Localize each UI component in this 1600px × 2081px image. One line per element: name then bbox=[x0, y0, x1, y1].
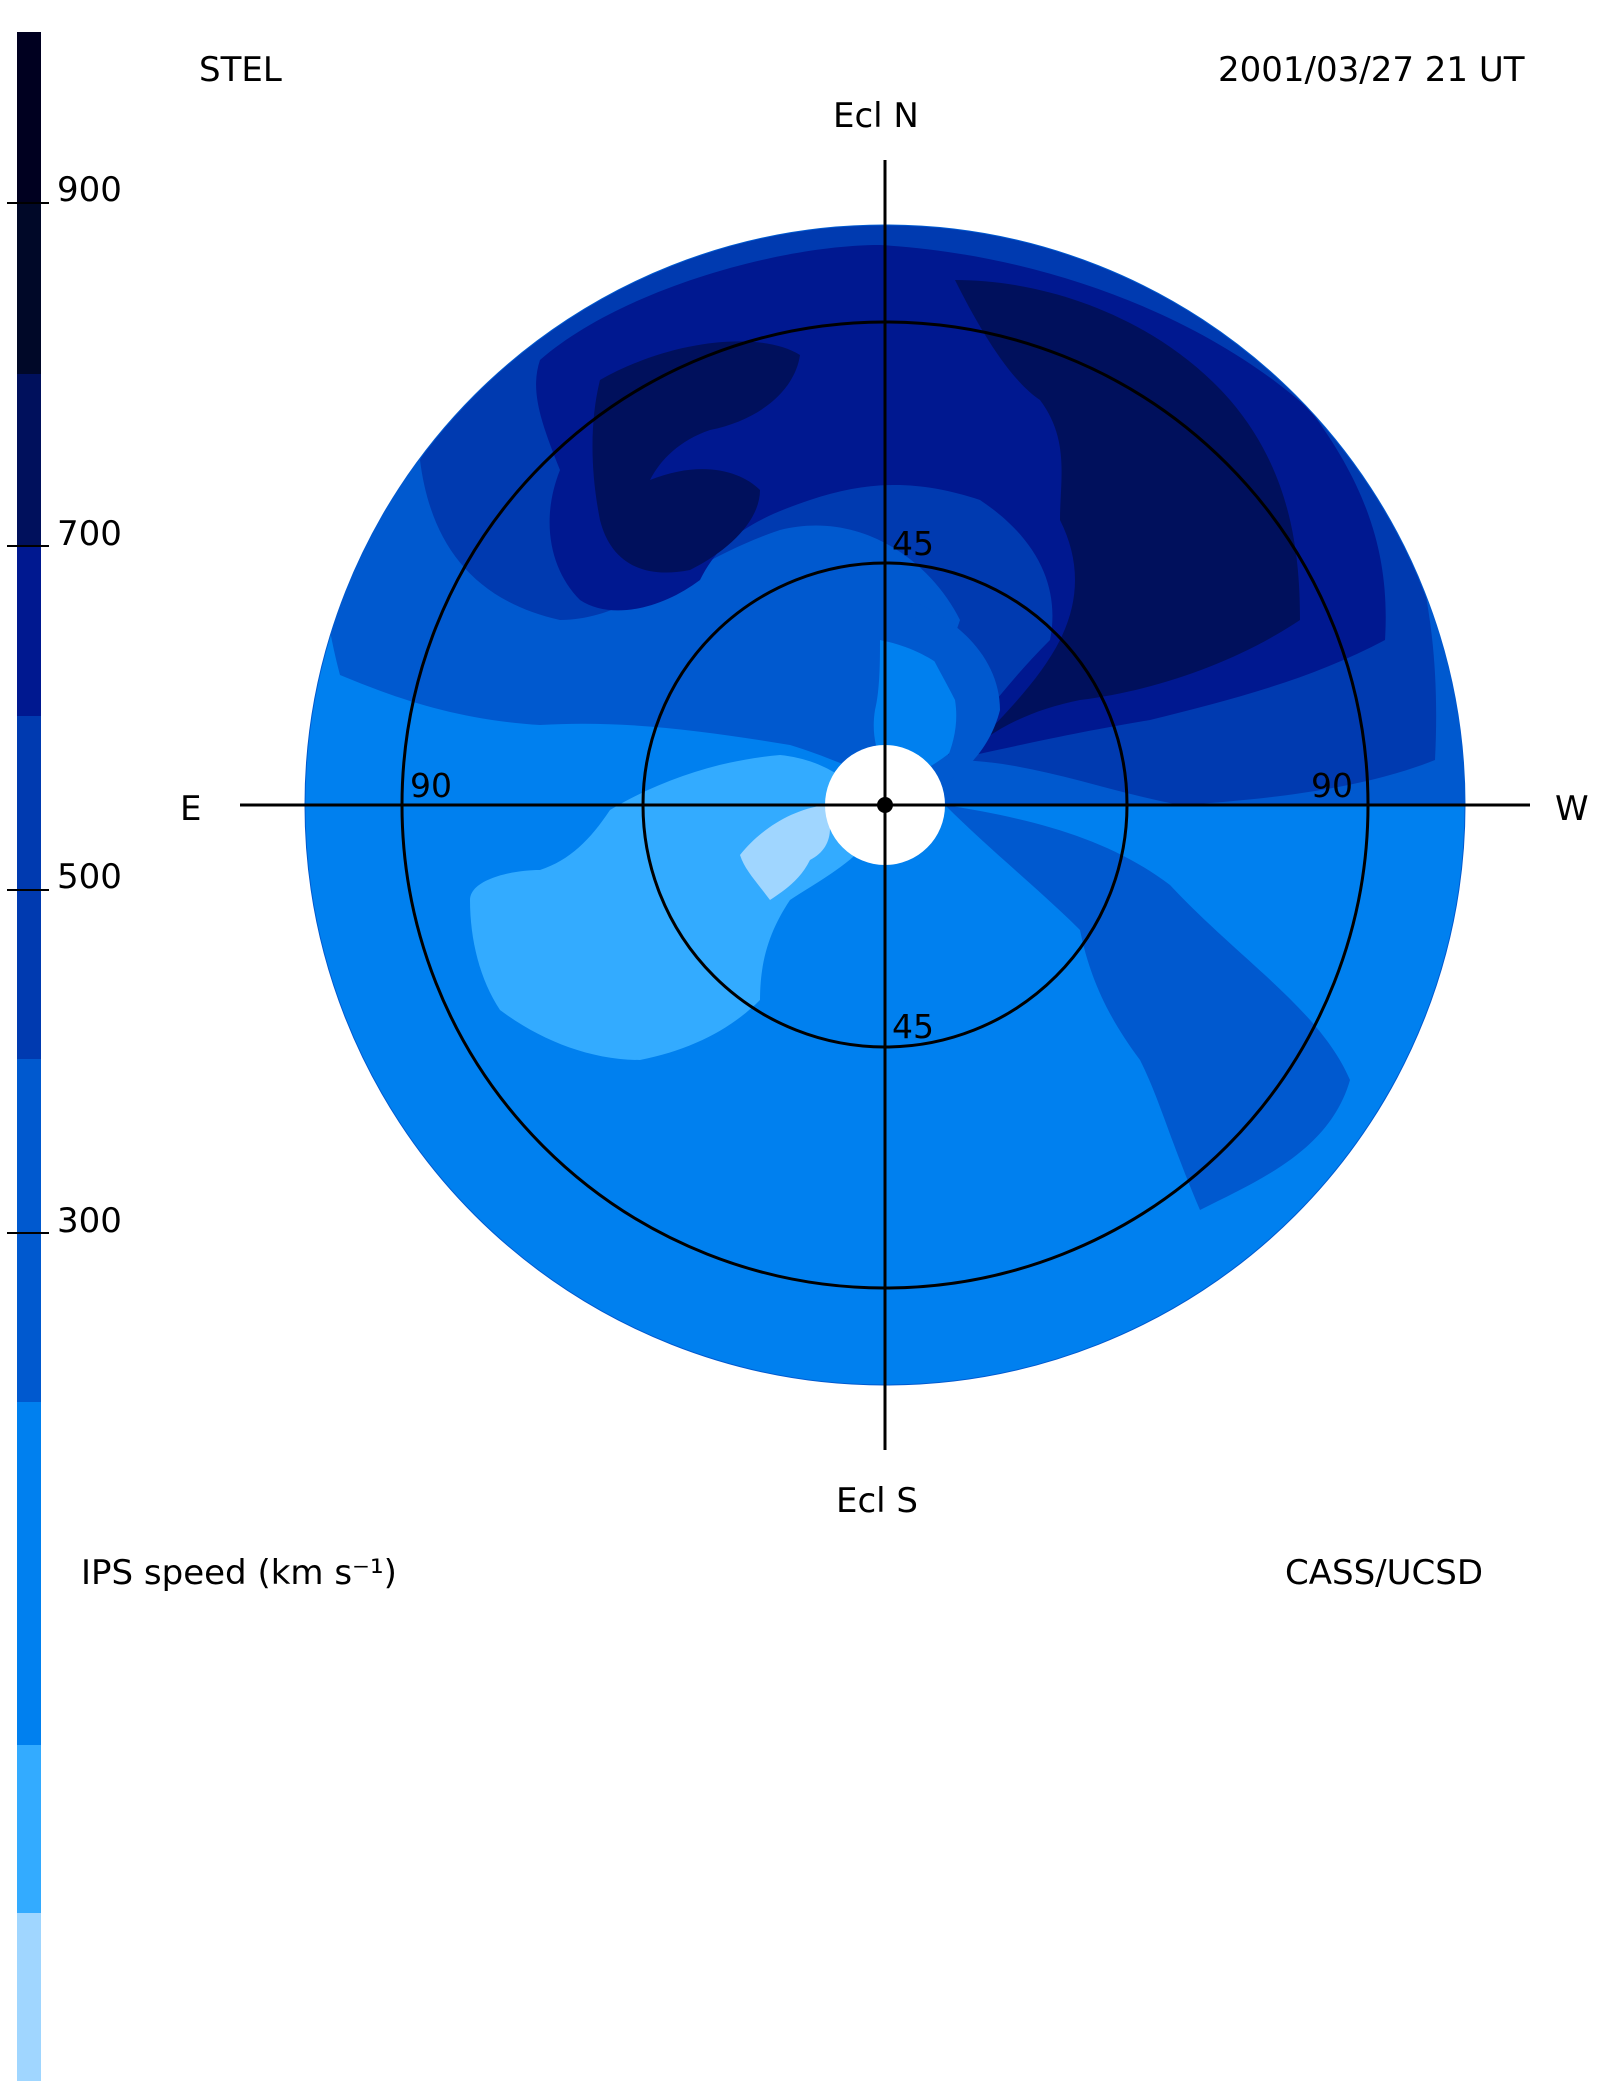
colorbar-tick bbox=[7, 889, 49, 891]
colorbar-band bbox=[17, 32, 41, 203]
ring-label-outer-right: 90 bbox=[1311, 766, 1353, 805]
speed-region-dark-west bbox=[945, 805, 1350, 1210]
direction-south-label: Ecl S bbox=[836, 1481, 919, 1521]
colorbar-tick-label-500: 500 bbox=[57, 857, 122, 897]
colorbar-band bbox=[17, 1059, 41, 1402]
colorbar-band bbox=[17, 1402, 41, 1745]
ring-label-inner-bottom: 45 bbox=[892, 1007, 934, 1046]
speed-region-very-light-center bbox=[740, 805, 830, 900]
credit-label: CASS/UCSD bbox=[1285, 1553, 1484, 1593]
colorbar-tick bbox=[7, 1232, 49, 1234]
speed-region-darkest-north bbox=[592, 280, 1300, 760]
colorbar-band bbox=[17, 1913, 41, 2081]
observatory-label: STEL bbox=[199, 50, 282, 90]
colorbar-band bbox=[17, 374, 41, 545]
colorbar-tick bbox=[7, 545, 49, 547]
speed-colorbar bbox=[17, 32, 41, 2081]
direction-east-label: E bbox=[180, 789, 202, 829]
sun-center-dot bbox=[877, 797, 893, 813]
direction-north-label: Ecl N bbox=[833, 96, 919, 136]
colorbar-tick-label-900: 900 bbox=[57, 170, 122, 210]
colorbar-band bbox=[17, 1745, 41, 1913]
speed-region-dark-swirl bbox=[910, 600, 1000, 790]
direction-west-label: W bbox=[1555, 789, 1589, 829]
colorbar-band bbox=[17, 203, 41, 374]
ring-label-outer-left: 90 bbox=[410, 766, 452, 805]
timestamp-label: 2001/03/27 21 UT bbox=[1218, 50, 1525, 90]
colorbar-tick bbox=[7, 202, 49, 204]
sky-map: 45 45 90 90 bbox=[240, 160, 1530, 1450]
colorbar-tick-label-300: 300 bbox=[57, 1201, 122, 1241]
ring-label-inner-top: 45 bbox=[892, 524, 934, 563]
colorbar-tick-label-700: 700 bbox=[57, 514, 122, 554]
colorbar-band bbox=[17, 545, 41, 716]
colorbar-title: IPS speed (km s⁻¹) bbox=[81, 1553, 397, 1593]
colorbar-band bbox=[17, 716, 41, 1059]
